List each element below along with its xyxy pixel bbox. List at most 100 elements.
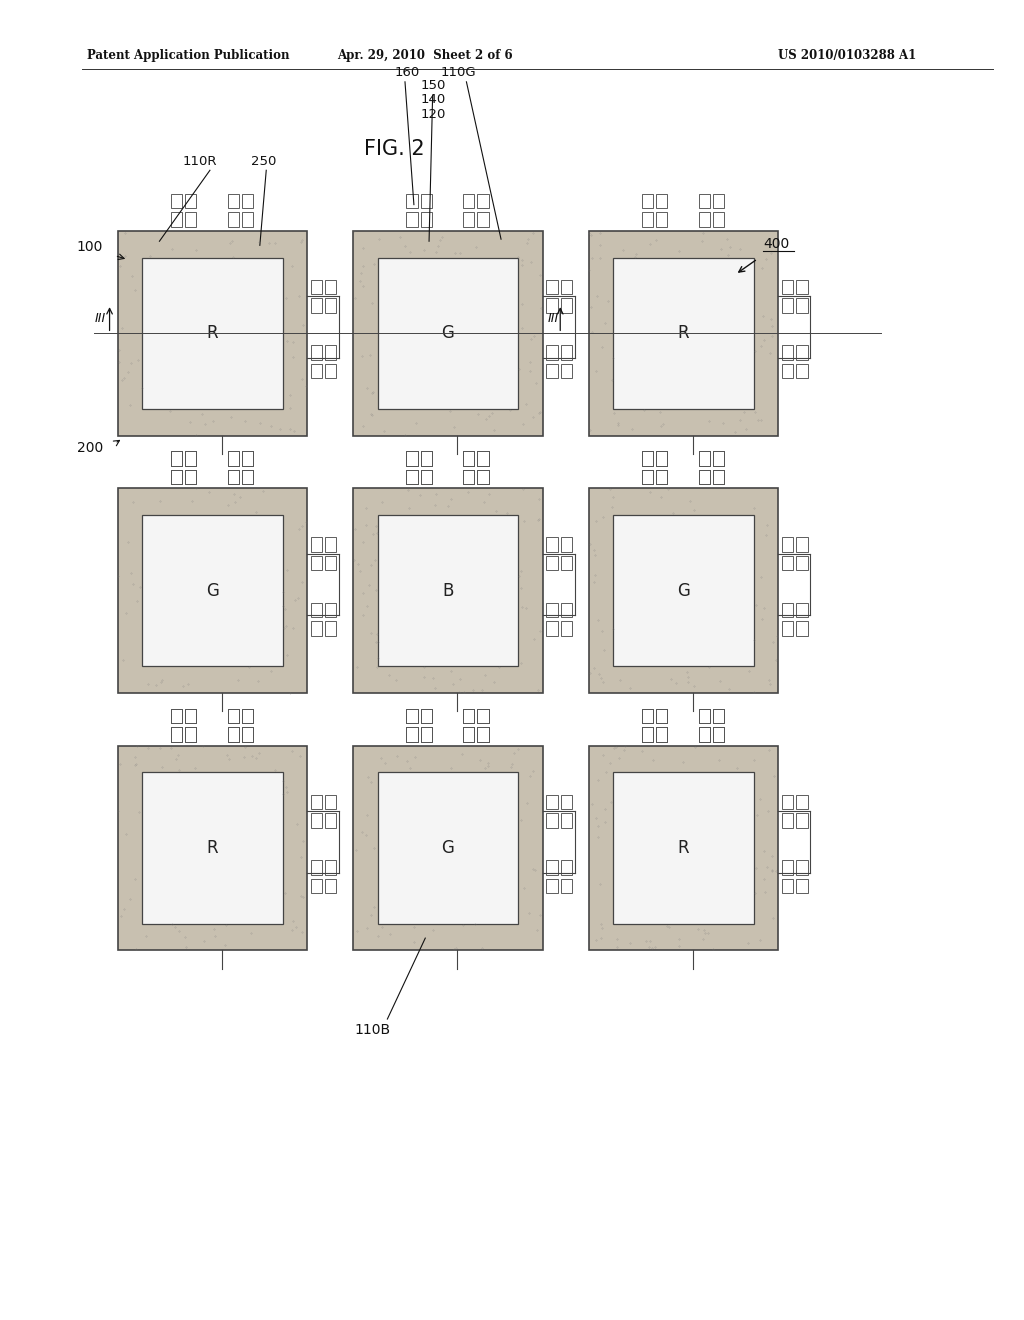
Bar xyxy=(797,603,808,618)
Bar xyxy=(713,213,724,227)
Bar xyxy=(227,194,239,209)
Bar xyxy=(118,488,307,693)
Bar xyxy=(378,515,518,667)
Bar xyxy=(227,727,239,742)
Bar xyxy=(353,746,543,950)
Bar xyxy=(326,280,337,294)
Bar xyxy=(227,709,239,723)
Text: 140: 140 xyxy=(420,92,445,106)
Bar xyxy=(185,451,197,466)
Bar xyxy=(463,727,474,742)
Bar xyxy=(407,451,418,466)
Bar xyxy=(326,879,337,894)
Bar xyxy=(407,727,418,742)
Bar xyxy=(242,727,253,742)
Text: B: B xyxy=(442,582,454,599)
Bar xyxy=(185,470,197,484)
Text: 150: 150 xyxy=(420,79,445,92)
Bar xyxy=(463,451,474,466)
Bar xyxy=(713,727,724,742)
Bar xyxy=(547,280,558,294)
Bar xyxy=(311,813,323,828)
Bar xyxy=(782,298,794,313)
Bar xyxy=(326,298,337,313)
Bar xyxy=(713,727,724,742)
Text: 100: 100 xyxy=(77,240,103,255)
Bar xyxy=(185,709,197,723)
Bar xyxy=(561,879,572,894)
Bar xyxy=(171,709,182,723)
Bar xyxy=(311,795,323,809)
Text: 160: 160 xyxy=(394,66,420,79)
Bar xyxy=(171,451,182,466)
Bar xyxy=(782,879,794,894)
Bar xyxy=(311,298,323,313)
Bar xyxy=(326,813,337,828)
Bar xyxy=(463,709,474,723)
Bar xyxy=(547,298,558,313)
Bar xyxy=(782,861,794,875)
Bar xyxy=(477,709,488,723)
Bar xyxy=(185,194,197,209)
Bar xyxy=(782,622,794,636)
Bar xyxy=(656,727,668,742)
Text: 120: 120 xyxy=(420,108,445,121)
Text: R: R xyxy=(207,840,218,857)
Bar xyxy=(797,537,808,552)
Bar xyxy=(698,727,710,742)
Bar xyxy=(171,213,182,227)
Bar xyxy=(185,213,197,227)
Text: 110R: 110R xyxy=(182,154,217,168)
Bar xyxy=(477,213,488,227)
Bar xyxy=(782,813,794,828)
Bar xyxy=(326,364,337,379)
Bar xyxy=(463,194,474,209)
Bar xyxy=(227,470,239,484)
Text: 400: 400 xyxy=(763,236,790,251)
Bar xyxy=(463,727,474,742)
Bar xyxy=(171,709,182,723)
Bar xyxy=(713,451,724,466)
Text: R: R xyxy=(207,325,218,342)
Bar xyxy=(613,772,754,924)
Bar xyxy=(797,861,808,875)
Bar xyxy=(421,709,432,723)
Bar xyxy=(227,451,239,466)
Bar xyxy=(782,280,794,294)
Bar xyxy=(311,556,323,570)
Text: Apr. 29, 2010  Sheet 2 of 6: Apr. 29, 2010 Sheet 2 of 6 xyxy=(337,49,513,62)
Bar xyxy=(477,194,488,209)
Text: US 2010/0103288 A1: US 2010/0103288 A1 xyxy=(778,49,916,62)
Bar xyxy=(227,470,239,484)
Text: 110B: 110B xyxy=(354,1023,390,1038)
Bar xyxy=(656,470,668,484)
Bar xyxy=(477,727,488,742)
Bar xyxy=(407,470,418,484)
Text: R: R xyxy=(678,840,689,857)
Text: III: III xyxy=(94,313,105,326)
Bar xyxy=(561,813,572,828)
Bar xyxy=(326,346,337,360)
Bar xyxy=(421,213,432,227)
Bar xyxy=(421,727,432,742)
Bar xyxy=(698,451,710,466)
Bar xyxy=(561,364,572,379)
Bar xyxy=(421,451,432,466)
Bar xyxy=(547,861,558,875)
Bar xyxy=(242,213,253,227)
Bar xyxy=(547,556,558,570)
Text: Patent Application Publication: Patent Application Publication xyxy=(87,49,290,62)
Bar xyxy=(171,451,182,466)
Bar xyxy=(782,364,794,379)
Bar xyxy=(142,257,283,409)
Bar xyxy=(797,298,808,313)
Bar xyxy=(547,346,558,360)
Bar xyxy=(642,709,653,723)
Bar xyxy=(171,727,182,742)
Bar xyxy=(378,772,518,924)
Bar xyxy=(242,194,253,209)
Bar xyxy=(698,709,710,723)
Text: G: G xyxy=(441,840,455,857)
Bar xyxy=(713,709,724,723)
Bar xyxy=(698,451,710,466)
